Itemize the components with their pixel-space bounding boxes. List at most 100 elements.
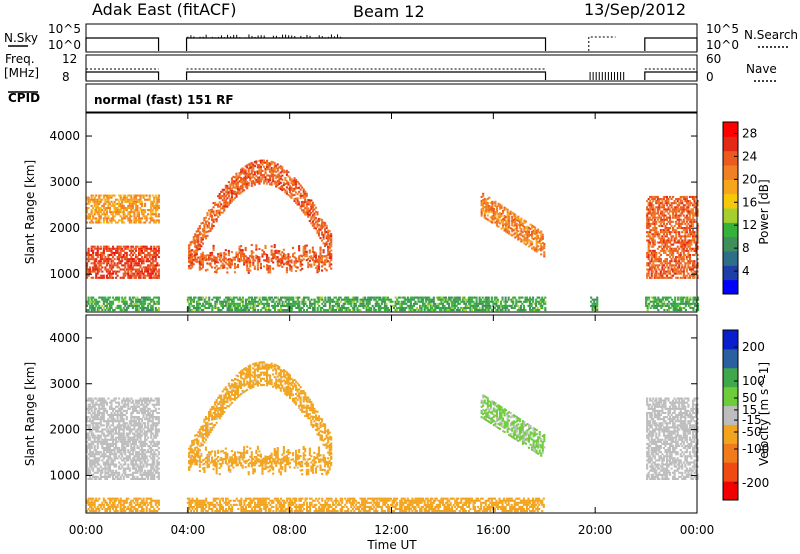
scatter-cell [301,300,304,303]
scatter-cell [681,208,684,211]
scatter-cell [273,250,276,253]
scatter-cell [101,251,104,254]
scatter-cell [133,221,136,224]
scatter-cell [197,256,200,259]
scatter-cell [140,251,144,254]
scatter-cell [186,296,189,299]
scatter-cell [676,231,679,234]
scatter-cell [314,266,317,269]
scatter-cell [353,296,356,299]
scatter-cell [102,306,105,310]
scatter-cell [691,210,695,213]
scatter-cell [116,211,119,214]
scatter-cell [344,302,347,305]
scatter-cell [327,260,330,263]
scatter-cell [110,194,113,197]
scatter-cell [156,206,159,210]
scatter-cell [105,264,108,267]
scatter-cell [301,203,304,206]
scatter-cell [653,256,656,259]
scatter-cell [278,298,281,301]
scatter-cell [515,227,518,230]
scatter-cell [316,213,319,216]
scatter-cell [650,214,653,217]
scatter-cell [253,267,256,270]
scatter-cell [665,222,669,225]
scatter-cell [542,300,545,303]
scatter-cell [201,264,204,267]
scatter-cell [316,271,319,274]
scatter-cell [684,262,687,265]
scatter-cell [647,270,650,273]
scatter-cell [266,302,269,305]
scatter-cell [525,296,529,299]
scatter-cell [229,201,232,205]
scatter-cell [322,251,325,254]
scatter-cell [535,231,538,234]
scatter-cell [692,302,695,305]
scatter-cell [428,309,431,312]
scatter-cell [108,302,112,305]
scatter-cell [503,304,506,307]
scatter-cell [151,262,154,265]
scatter-cell [134,276,138,279]
scatter-cell [246,265,249,268]
scatter-cell [319,252,322,255]
scatter-cell [125,258,128,261]
scatter-cell [692,300,695,303]
scatter-cell [506,219,509,222]
scatter-cell [694,266,698,269]
scatter-cell [291,253,295,256]
scatter-cell [214,260,217,263]
scatter-cell [661,231,664,234]
scatter-cell [229,262,232,265]
scatter-cell [98,262,101,265]
scatter-cell [223,251,226,254]
scatter-cell [295,178,298,182]
scatter-cell [157,256,160,259]
scatter-cell [246,262,249,266]
scatter-cell [227,187,230,190]
scatter-cell [516,300,519,303]
scatter-cell [136,204,139,207]
scatter-cell [266,309,269,312]
scatter-cell [596,296,599,299]
scatter-cell [134,253,138,257]
scatter-cell [661,266,664,269]
scatter-cell [258,168,261,171]
scatter-cell [304,255,307,258]
scatter-cell [681,206,684,209]
scatter-cell [130,264,133,267]
scatter-cell [232,256,235,259]
scatter-cell [247,298,251,301]
scatter-cell [270,257,273,260]
scatter-cell [113,262,116,265]
scatter-cell [472,302,475,305]
scatter-cell [665,264,669,267]
scatter-cell [153,213,156,216]
scatter-cell [89,198,92,201]
scatter-cell [441,302,445,305]
scatter-cell [313,302,316,305]
scatter-cell [649,208,652,211]
scatter-cell [538,300,541,303]
scatter-cell [520,232,523,235]
scatter-cell [267,168,270,171]
scatter-cell [145,296,148,299]
scatter-cell [311,210,314,213]
scatter-cell [316,300,319,303]
scatter-cell [150,253,153,257]
scatter-cell [305,205,308,208]
scatter-cell [240,255,243,258]
scatter-cell [659,229,662,232]
scatter-cell [473,296,477,299]
scatter-cell [317,232,321,235]
scatter-cell [353,298,356,301]
scatter-cell [105,302,108,305]
scatter-cell [139,198,142,201]
scatter-cell [154,296,157,299]
scatter-cell [647,239,650,242]
scatter-cell [678,258,681,261]
scatter-cell [668,233,672,236]
scatter-cell [681,195,684,198]
